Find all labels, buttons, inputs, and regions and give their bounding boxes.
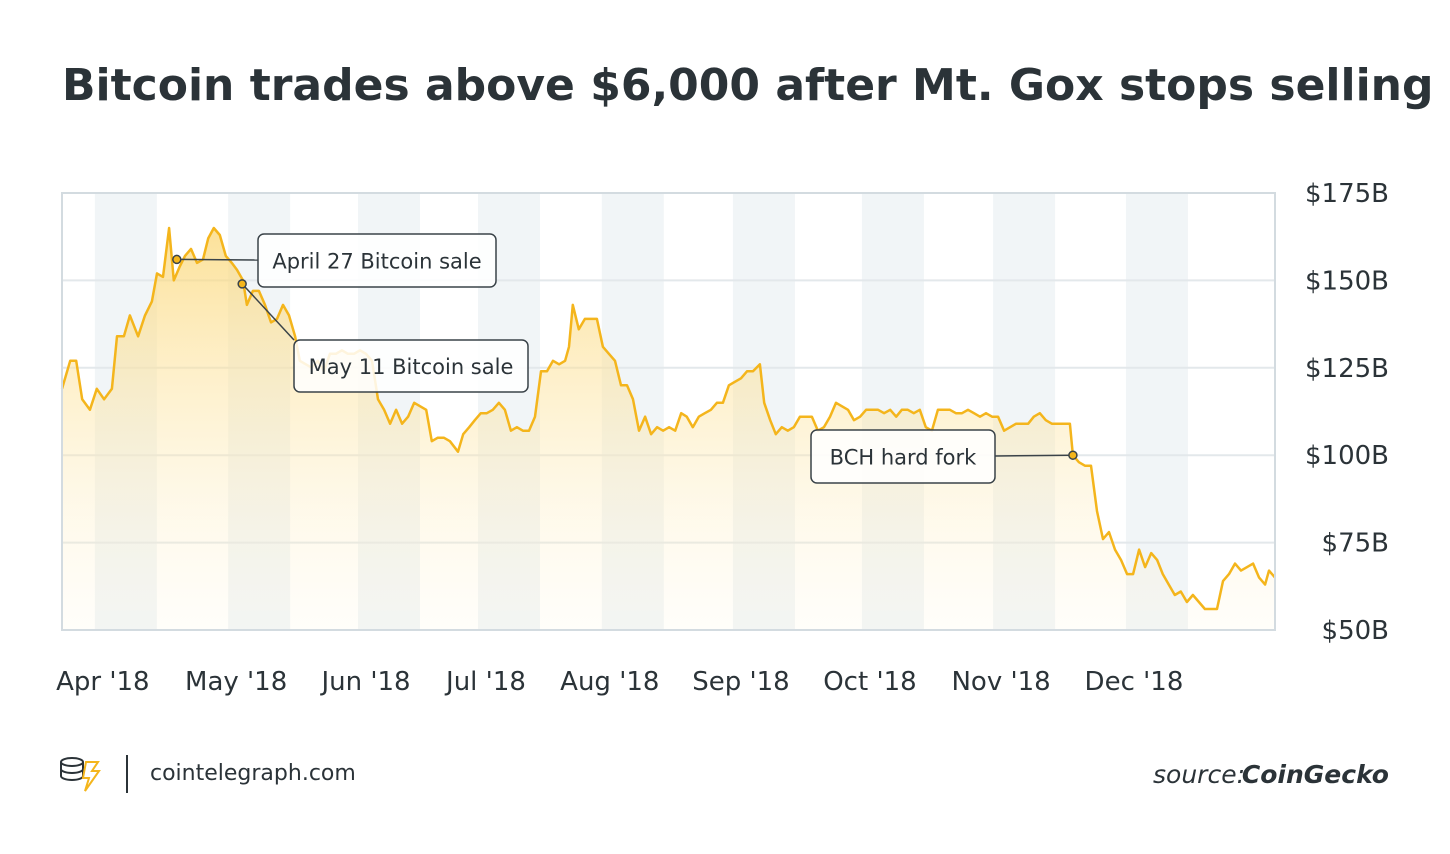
area-fill [62,228,1275,630]
annotation-label: April 27 Bitcoin sale [272,250,481,274]
x-tick-label: Aug '18 [560,667,659,697]
y-tick-label: $75B [1322,529,1389,559]
annotation-box [257,233,497,288]
annotation-label: BCH hard fork [830,446,977,470]
plot-frame [61,192,1276,631]
chart-title: Bitcoin trades above $6,000 after Mt. Go… [62,60,1434,111]
x-tick-label: May '18 [185,667,287,697]
x-tick-label: Oct '18 [823,667,916,697]
y-tick-label: $175B [1305,179,1389,209]
annotation-point [1068,450,1078,460]
annotation-box [810,429,996,484]
logo [60,757,101,792]
x-tick-label: Jun '18 [319,667,410,697]
site-name: cointelegraph.com [150,761,356,786]
y-tick-label: $100B [1305,441,1389,471]
y-tick-label: $125B [1305,354,1389,384]
annotation-box [293,339,529,393]
annotation-point [237,279,247,289]
y-tick-label: $50B [1322,616,1389,646]
annotation-connector [176,258,259,261]
x-tick-label: Nov '18 [951,667,1050,697]
x-tick-label: Jul '18 [444,667,526,697]
annotation-point [172,254,182,265]
x-tick-label: Apr '18 [56,667,149,697]
source-prefix: source: [1153,760,1245,789]
x-tick-label: Sep '18 [692,667,790,697]
source-name: CoinGecko [1242,760,1389,789]
annotation-connector [994,454,1073,457]
x-tick-label: Dec '18 [1085,667,1184,697]
y-tick-label: $150B [1305,266,1389,296]
annotation-connector [241,283,295,341]
annotation-label: May 11 Bitcoin sale [309,355,514,379]
